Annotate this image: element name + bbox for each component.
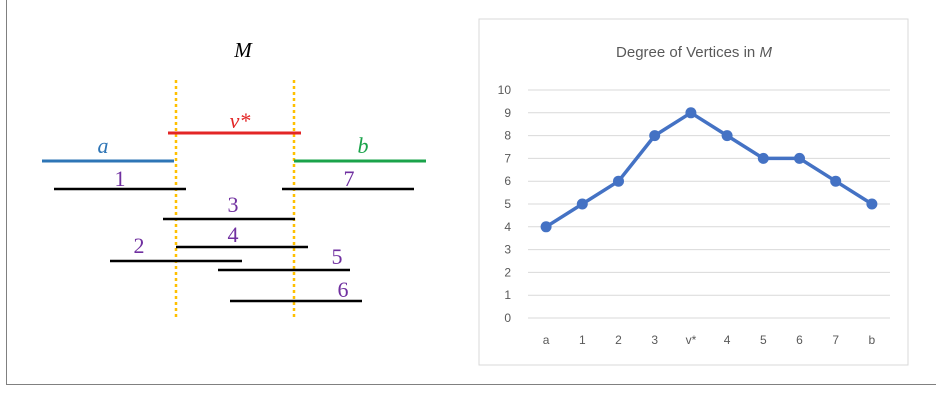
interval-vstar-label: v* <box>230 108 251 133</box>
interval-b-label: b <box>358 133 369 158</box>
interval-7-label: 7 <box>344 166 355 191</box>
diagram-title: M <box>233 38 253 62</box>
figure-frame <box>6 0 936 385</box>
interval-4-label: 4 <box>228 222 239 247</box>
interval-2-label: 2 <box>134 233 145 258</box>
interval-a-label: a <box>98 133 109 158</box>
interval-1-label: 1 <box>115 166 126 191</box>
interval-6-label: 6 <box>338 277 349 302</box>
interval-5-label: 5 <box>332 244 343 269</box>
interval-3-label: 3 <box>228 192 239 217</box>
interval-diagram: M a v* b 1 7 3 4 2 5 6 <box>42 38 426 320</box>
